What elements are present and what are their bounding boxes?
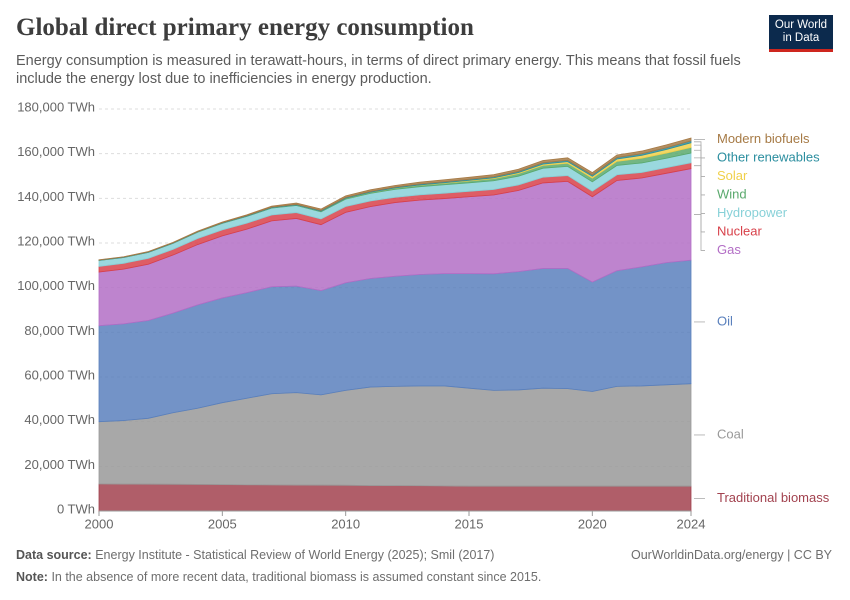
source-label: Data source: [16,548,92,562]
y-tick-label: 120,000 TWh [17,233,95,248]
source: Data source: Energy Institute - Statisti… [16,548,494,562]
legend-label: Gas [717,242,741,257]
leader-line [694,141,705,159]
x-tick-label: 2020 [578,516,607,531]
area [98,483,692,512]
credit[interactable]: OurWorldinData.org/energy | CC BY [630,548,832,562]
chart: 0 TWh 20,000 TWh 40,000 TWh 60,000 TWh 80,00… [17,99,830,531]
legend-label: Traditional biomass [717,490,830,505]
legend-label: Oil [717,313,733,328]
legend-label: Wind [717,186,747,201]
title: Global direct primary energy consumption [16,14,474,41]
leader-line [694,149,705,196]
x-tick-label: 2005 [208,516,237,531]
source-text: Energy Institute - Statistical Review of… [95,548,495,562]
x-tick-label: 2024 [677,516,706,531]
y-tick-label: 160,000 TWh [17,144,95,159]
leader-line [694,157,705,214]
y-tick-label: 20,000 TWh [24,457,95,472]
legend-label: Coal [717,426,744,441]
y-tick-label: 0 TWh [57,501,95,516]
area [98,137,692,261]
leader-line [694,144,705,177]
x-tick-label: 2015 [455,516,484,531]
leader-line [694,214,705,251]
legend-label: Solar [717,168,748,183]
y-tick-label: 100,000 TWh [17,278,95,293]
legend-label: Nuclear [717,223,762,238]
legend-label: Other renewables [717,149,820,164]
note-label: Note: [16,570,48,584]
logo[interactable]: Our World in Data [769,15,833,52]
y-tick-label: 180,000 TWh [17,99,95,114]
x-tick-label: 2000 [85,516,114,531]
y-tick-label: 80,000 TWh [24,323,95,338]
legend-label: Hydropower [717,205,788,220]
x-tick-label: 2010 [331,516,360,531]
y-tick-label: 140,000 TWh [17,189,95,204]
y-tick-label: 60,000 TWh [24,367,95,382]
note-text: In the absence of more recent data, trad… [51,570,542,584]
legend-label: Modern biofuels [717,131,810,146]
subtitle: Energy consumption is measured in terawa… [16,53,741,87]
y-tick-label: 40,000 TWh [24,412,95,427]
leader-line [694,165,705,233]
note: Note: In the absence of more recent data… [16,570,541,584]
